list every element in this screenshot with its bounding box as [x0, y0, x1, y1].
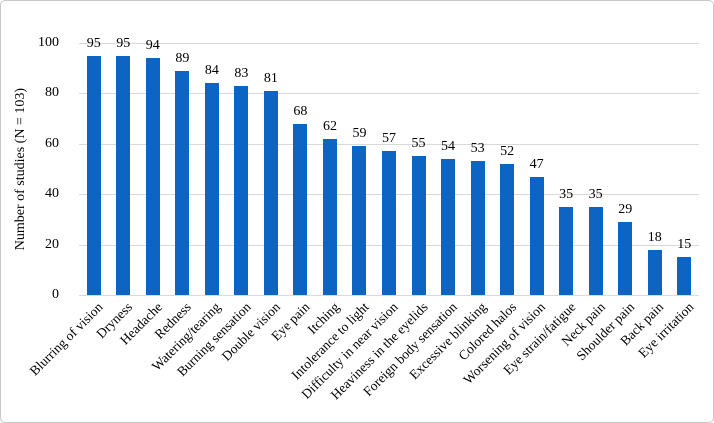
bar-value-label: 47 — [529, 156, 544, 172]
bar — [382, 151, 396, 295]
y-axis-title: Number of studies (N = 103) — [9, 43, 33, 295]
bar-value-label: 62 — [322, 118, 337, 134]
bar — [234, 85, 249, 295]
bar-value-label: 55 — [411, 136, 426, 152]
bar-value-label: 94 — [145, 38, 160, 54]
bar — [175, 70, 190, 295]
gridline-100 — [79, 43, 699, 44]
bar-value-label: 18 — [647, 229, 662, 245]
bar — [559, 206, 574, 295]
bar — [293, 123, 308, 295]
bar-value-label: 35 — [588, 186, 603, 202]
y-axis-title-text: Number of studies (N = 103) — [13, 87, 28, 251]
bar-value-label: 54 — [441, 138, 456, 154]
bar — [500, 163, 515, 295]
plot-area: 95 95 94 89 84 83 81 68 62 59 57 55 54 53 52 47 35 35 29 18… — [79, 36, 699, 296]
bar-value-label: 84 — [204, 63, 219, 79]
gridline-60 — [79, 143, 699, 145]
y-tick-label: 60 — [45, 135, 59, 151]
bar-value-label: 53 — [470, 141, 485, 157]
bar — [116, 55, 131, 295]
bar — [677, 257, 692, 295]
bar — [263, 90, 278, 295]
y-tick-label: 40 — [45, 186, 59, 202]
bar-value-label: 29 — [618, 201, 633, 217]
x-category-label: Blurring of vision — [26, 299, 106, 379]
y-tick-label: 100 — [38, 35, 59, 50]
bar-value-label: 95 — [86, 35, 101, 51]
bar — [470, 161, 485, 295]
bar — [529, 176, 544, 295]
bar — [441, 158, 456, 295]
bar-value-label: 81 — [263, 70, 278, 86]
bar — [411, 156, 426, 295]
bar-value-label: 95 — [116, 35, 131, 51]
gridline-80 — [79, 93, 699, 95]
gridline-0 — [79, 295, 699, 296]
bar-value-label: 59 — [352, 126, 367, 142]
bar-value-label: 68 — [293, 103, 308, 119]
bar — [647, 249, 662, 295]
y-tick-label: 20 — [45, 236, 59, 252]
bar — [145, 58, 160, 295]
bar-value-label: 57 — [382, 131, 396, 147]
bar — [204, 83, 219, 295]
bar — [352, 146, 367, 295]
bar-value-label: 15 — [677, 237, 692, 253]
bar — [86, 55, 101, 295]
y-tick-label: 0 — [52, 287, 59, 302]
bar — [618, 221, 633, 295]
bar-value-label: 89 — [175, 50, 190, 66]
bar — [322, 138, 337, 295]
bar — [588, 206, 603, 295]
bar-value-label: 83 — [234, 65, 249, 81]
bar-value-label: 52 — [500, 143, 515, 159]
bar-value-label: 35 — [559, 186, 574, 202]
y-tick-label: 80 — [45, 85, 59, 101]
